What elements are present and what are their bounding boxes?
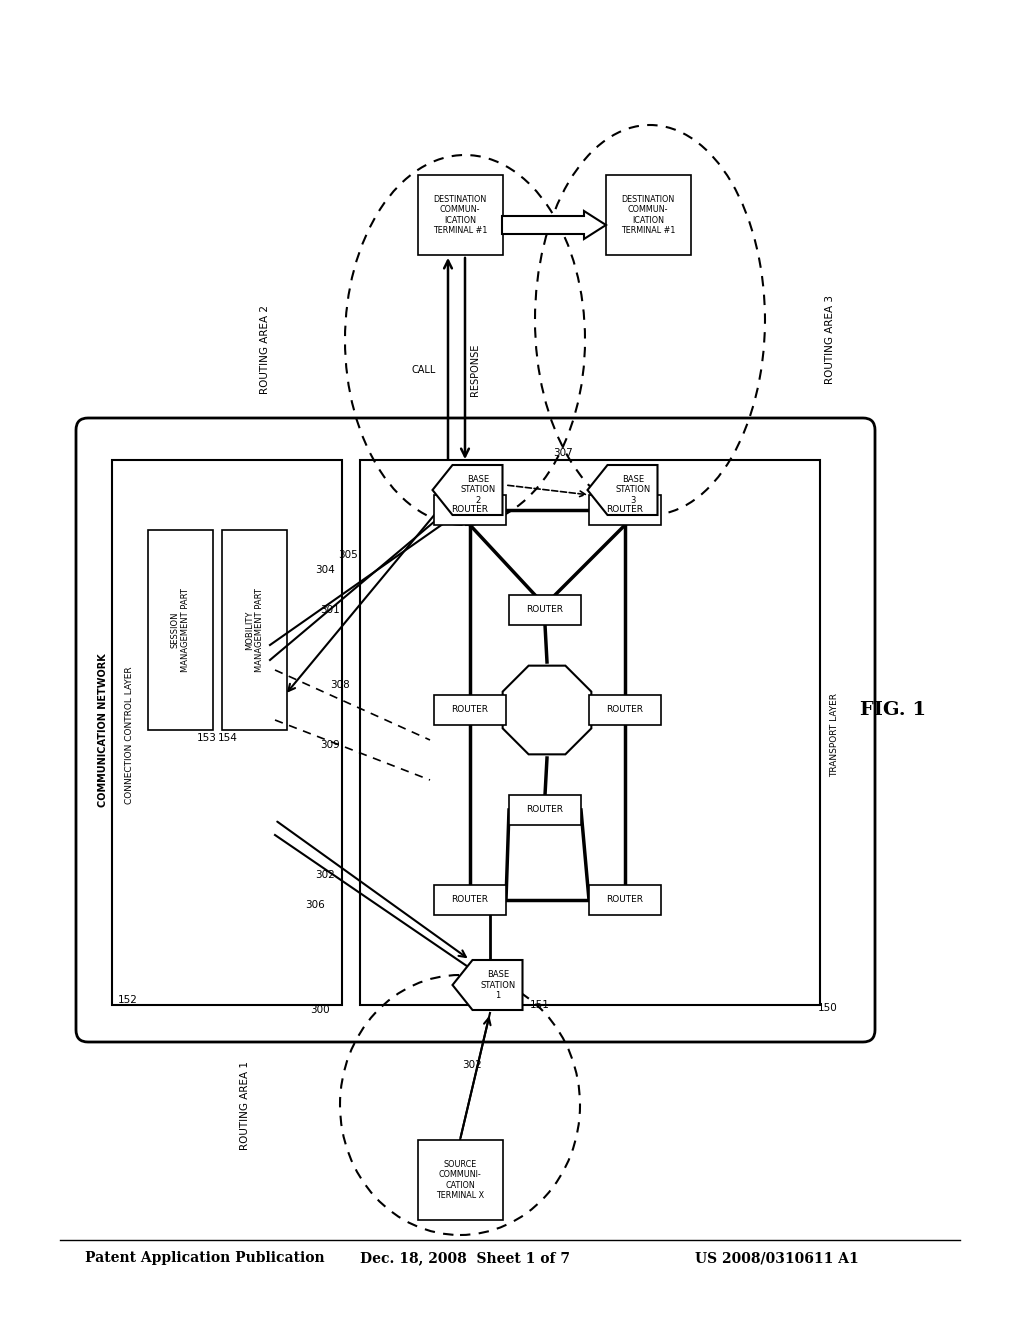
Bar [148,531,213,730]
Text: BASE
STATION
2: BASE STATION 2 [461,475,496,504]
Text: 308: 308 [330,680,350,690]
Text: 151: 151 [530,1001,550,1010]
Text: COMMUNICATION NETWORK: COMMUNICATION NETWORK [98,653,108,807]
Polygon shape [503,665,591,754]
FancyArrow shape [502,211,606,239]
Bar [434,884,506,915]
Bar [418,1140,503,1220]
Text: 307: 307 [553,447,572,458]
Text: DESTINATION
COMMUN-
ICATION
TERMINAL #1: DESTINATION COMMUN- ICATION TERMINAL #1 [621,195,675,235]
Text: ROUTER: ROUTER [526,805,563,814]
Text: ROUTER: ROUTER [606,506,643,515]
Text: SESSION
MANAGEMENT PART: SESSION MANAGEMENT PART [171,589,190,672]
Text: 302: 302 [462,1060,481,1071]
Text: ROUTER: ROUTER [606,895,643,904]
Bar [222,531,287,730]
Text: ROUTING AREA 3: ROUTING AREA 3 [825,296,835,384]
Text: CONNECTION CONTROL LAYER: CONNECTION CONTROL LAYER [126,667,134,804]
Bar [589,495,662,525]
Text: ROUTER: ROUTER [606,705,643,714]
Bar [509,595,581,624]
Text: ROUTING AREA 2: ROUTING AREA 2 [260,305,270,395]
Text: MOBILITY
MANAGEMENT PART: MOBILITY MANAGEMENT PART [245,589,264,672]
Bar [605,176,690,255]
Text: CALL: CALL [412,366,436,375]
Text: ROUTING AREA 1: ROUTING AREA 1 [240,1060,250,1150]
Text: ROUTER: ROUTER [452,895,488,904]
Text: 302: 302 [315,870,335,880]
Text: FIG. 1: FIG. 1 [860,701,926,719]
Bar [434,495,506,525]
Text: TRANSPORT LAYER: TRANSPORT LAYER [830,693,840,777]
Polygon shape [588,465,657,515]
Text: 305: 305 [338,550,357,560]
Polygon shape [453,960,522,1010]
Text: Dec. 18, 2008  Sheet 1 of 7: Dec. 18, 2008 Sheet 1 of 7 [360,1251,570,1265]
Text: ROUTER: ROUTER [452,506,488,515]
Text: ROUTER: ROUTER [452,705,488,714]
Text: 300: 300 [310,1005,330,1015]
Text: 306: 306 [305,900,325,909]
Text: BASE
STATION
3: BASE STATION 3 [615,475,650,504]
Bar [360,459,820,1005]
Text: RESPONSE: RESPONSE [470,343,480,396]
Text: 153: 153 [197,733,217,743]
Text: DESTINATION
COMMUN-
ICATION
TERMINAL #1: DESTINATION COMMUN- ICATION TERMINAL #1 [433,195,487,235]
Text: 309: 309 [321,741,340,750]
Text: SOURCE
COMMUNI-
CATION
TERMINAL X: SOURCE COMMUNI- CATION TERMINAL X [436,1160,484,1200]
Text: BASE
STATION
1: BASE STATION 1 [480,970,516,1001]
Text: US 2008/0310611 A1: US 2008/0310611 A1 [695,1251,859,1265]
Text: 301: 301 [321,605,340,615]
Text: ROUTER: ROUTER [526,606,563,615]
Bar [509,795,581,825]
Bar [112,459,342,1005]
Text: Patent Application Publication: Patent Application Publication [85,1251,325,1265]
Polygon shape [432,465,503,515]
Text: 154: 154 [218,733,238,743]
Text: 304: 304 [315,565,335,576]
FancyBboxPatch shape [76,418,874,1041]
Bar [434,696,506,725]
Bar [589,696,662,725]
Bar [418,176,503,255]
Bar [589,884,662,915]
Text: 152: 152 [118,995,138,1005]
Text: 150: 150 [818,1003,838,1012]
